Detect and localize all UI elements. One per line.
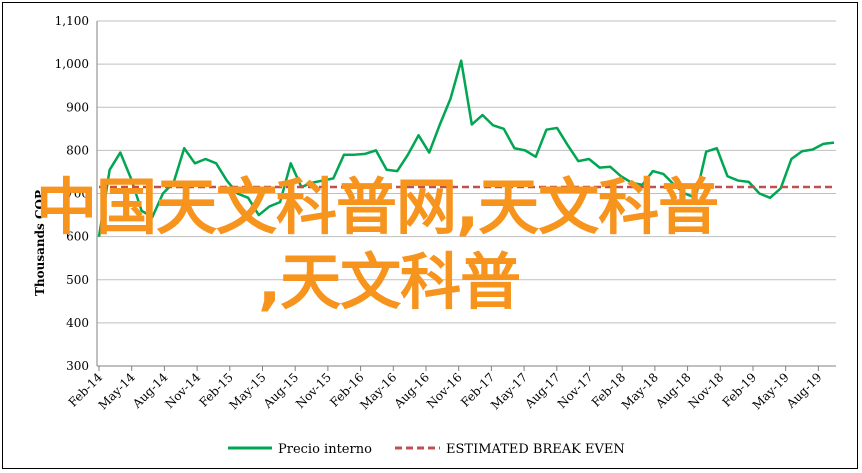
series-line-precio-interno <box>97 59 835 237</box>
x-tick-label: Nov-18 <box>686 370 727 411</box>
x-axis-ticks: Feb-14May-14Aug-14Nov-14Feb-15May-15Aug-… <box>66 366 825 412</box>
x-tick-label: Aug-17 <box>522 370 563 411</box>
x-tick-label: Nov-16 <box>424 370 465 411</box>
x-tick-label: Nov-15 <box>293 370 334 411</box>
legend-label-break-even: ESTIMATED BREAK EVEN <box>446 442 625 457</box>
y-tick-label: 900 <box>66 100 89 114</box>
x-tick-label: May-19 <box>750 370 792 412</box>
y-axis-ticks: 300 400 500 600 700 800 900 1,000 1,100 <box>55 14 89 373</box>
y-tick-label: 1,000 <box>55 57 89 71</box>
y-tick-label: 400 <box>66 316 89 330</box>
x-tick-label: Aug-16 <box>391 370 432 411</box>
y-tick-label: 600 <box>66 230 89 244</box>
x-tick-label: May-18 <box>619 370 661 412</box>
watermark-line-1: 中国天文科普网,天文科普 <box>36 172 719 243</box>
x-tick-label: Nov-17 <box>555 370 596 411</box>
y-tick-label: 800 <box>66 143 89 157</box>
x-tick-label: May-17 <box>488 370 530 412</box>
x-tick-label: Aug-14 <box>129 370 171 412</box>
x-tick-label: Aug-18 <box>652 370 693 411</box>
legend: Precio interno ESTIMATED BREAK EVEN <box>228 442 625 457</box>
x-tick-label: Nov-14 <box>162 370 203 411</box>
legend-label-precio-interno: Precio interno <box>278 442 372 457</box>
y-tick-label: 300 <box>66 359 89 373</box>
x-tick-label: Aug-15 <box>260 370 301 411</box>
watermark-line-2: ,天文科普 <box>258 247 521 318</box>
x-tick-label: May-14 <box>96 370 138 412</box>
x-tick-label: May-15 <box>227 370 269 412</box>
y-tick-label: 1,100 <box>55 14 89 28</box>
y-axis-label: Thousands COP <box>33 190 47 296</box>
y-tick-label: 700 <box>66 187 89 201</box>
x-tick-label: Aug-19 <box>783 370 824 411</box>
series-lines <box>97 59 835 237</box>
y-tick-label: 500 <box>66 273 89 287</box>
x-tick-label: May-16 <box>357 370 399 412</box>
